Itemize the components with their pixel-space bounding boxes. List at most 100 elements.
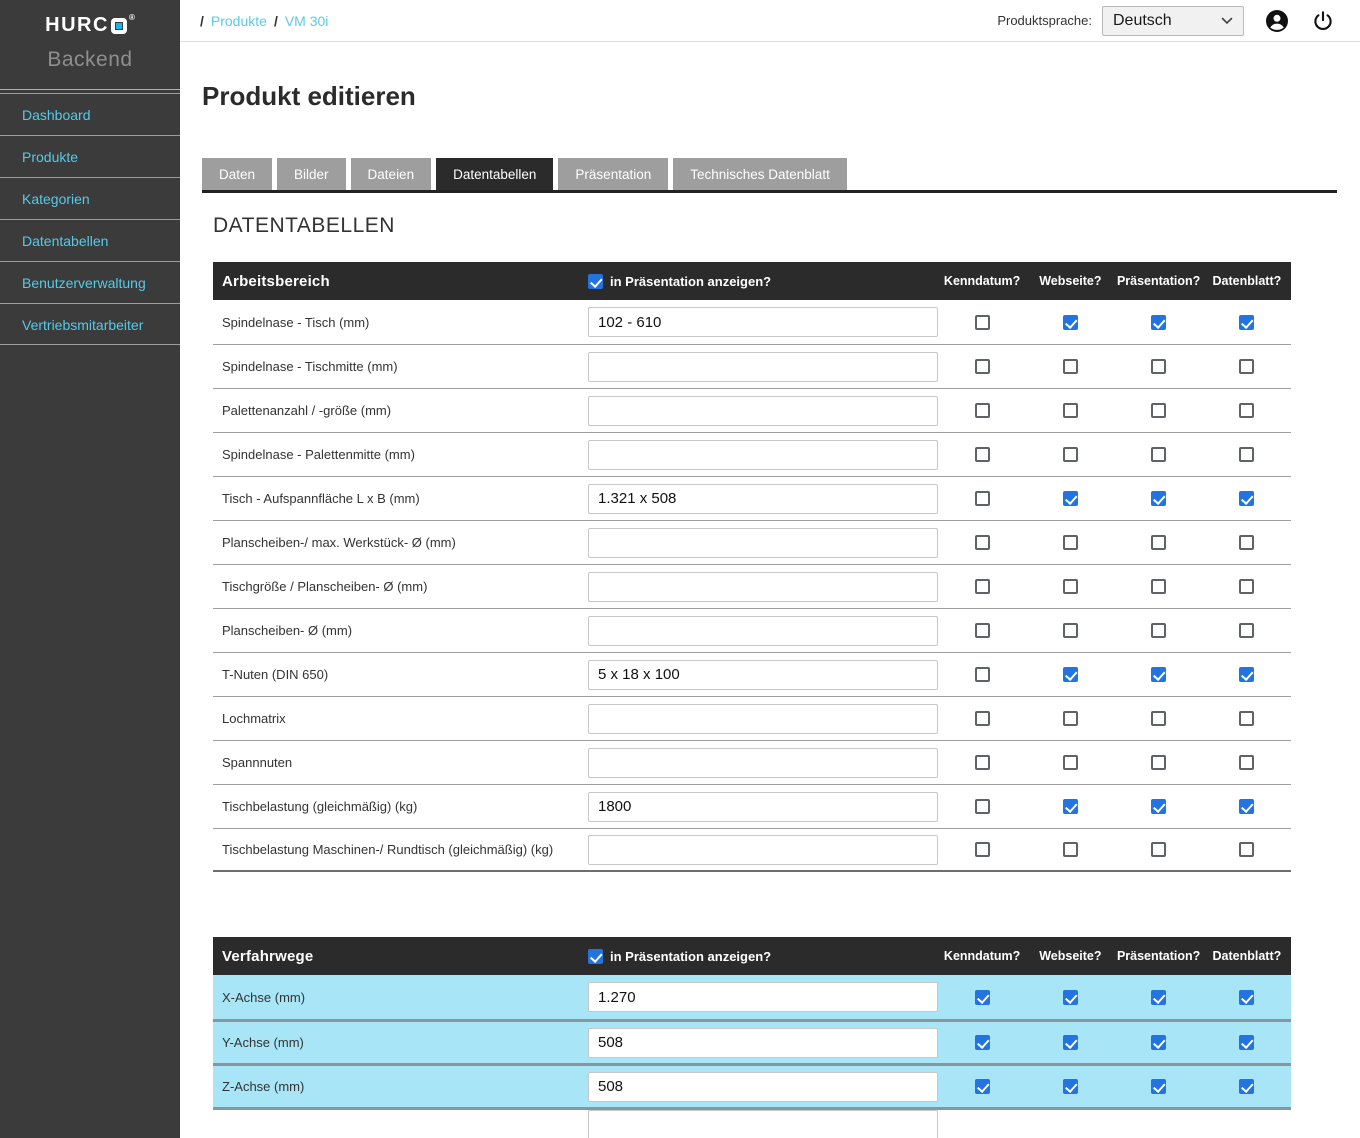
tab-technisches-datenblatt[interactable]: Technisches Datenblatt: [673, 158, 847, 190]
checkbox-kenndatum[interactable]: [974, 491, 990, 506]
value-input[interactable]: [588, 439, 938, 470]
checkbox-kenndatum[interactable]: [974, 842, 990, 857]
value-input[interactable]: [588, 834, 938, 865]
checkbox-webseite[interactable]: [1062, 535, 1078, 550]
checkbox-datenblatt[interactable]: [1239, 359, 1255, 374]
checkbox-webseite[interactable]: [1062, 755, 1078, 770]
checkbox-datenblatt[interactable]: [1239, 755, 1255, 770]
value-input[interactable]: [588, 571, 938, 602]
value-input[interactable]: [588, 395, 938, 426]
checkbox-datenblatt[interactable]: [1239, 799, 1255, 814]
checkbox-webseite[interactable]: [1062, 403, 1078, 418]
checkbox-kenndatum[interactable]: [974, 447, 990, 462]
sidebar-item-vertriebsmitarbeiter[interactable]: Vertriebsmitarbeiter: [0, 303, 180, 345]
checkbox-kenndatum[interactable]: [974, 755, 990, 770]
tab-datentabellen[interactable]: Datentabellen: [436, 158, 554, 190]
checkbox-kenndatum[interactable]: [974, 314, 990, 330]
value-input[interactable]: [588, 483, 938, 514]
checkbox-webseite[interactable]: [1062, 1035, 1078, 1050]
checkbox-datenblatt[interactable]: [1239, 491, 1255, 506]
sidebar-item-produkte[interactable]: Produkte: [0, 135, 180, 177]
checkbox-webseite[interactable]: [1062, 447, 1078, 462]
checkbox-datenblatt[interactable]: [1239, 403, 1255, 418]
value-input[interactable]: [588, 351, 938, 382]
sidebar-item-datentabellen[interactable]: Datentabellen: [0, 219, 180, 261]
checkbox-kenndatum[interactable]: [974, 359, 990, 374]
value-input[interactable]: [588, 527, 938, 558]
value-input[interactable]: [588, 747, 938, 778]
value-input[interactable]: [588, 791, 938, 822]
checkbox-webseite[interactable]: [1062, 667, 1078, 682]
checkbox-praesentation[interactable]: [1151, 842, 1167, 857]
sidebar-item-benutzerverwaltung[interactable]: Benutzerverwaltung: [0, 261, 180, 303]
checkbox-datenblatt[interactable]: [1239, 623, 1255, 638]
checkbox-kenndatum[interactable]: [974, 535, 990, 550]
checkbox-praesentation[interactable]: [1151, 755, 1167, 770]
checkbox-webseite[interactable]: [1062, 799, 1078, 814]
presentation-toggle-checkbox[interactable]: [588, 948, 603, 964]
checkbox-webseite[interactable]: [1062, 579, 1078, 594]
checkbox-kenndatum[interactable]: [974, 799, 990, 814]
checkbox-datenblatt[interactable]: [1239, 842, 1255, 857]
checkbox-kenndatum[interactable]: [974, 579, 990, 594]
sidebar-item-kategorien[interactable]: Kategorien: [0, 177, 180, 219]
checkbox-datenblatt[interactable]: [1239, 711, 1255, 726]
sidebar-item-dashboard[interactable]: Dashboard: [0, 93, 180, 135]
value-input[interactable]: [588, 615, 938, 646]
checkbox-praesentation[interactable]: [1151, 403, 1167, 418]
breadcrumb-link-produkte[interactable]: Produkte: [210, 12, 267, 29]
checkbox-praesentation[interactable]: [1151, 711, 1167, 726]
checkbox-datenblatt[interactable]: [1239, 314, 1255, 330]
checkbox-kenndatum[interactable]: [974, 989, 990, 1005]
checkbox-webseite[interactable]: [1062, 842, 1078, 857]
checkbox-datenblatt[interactable]: [1239, 579, 1255, 594]
checkbox-kenndatum[interactable]: [974, 667, 990, 682]
value-input[interactable]: [588, 1027, 938, 1058]
checkbox-webseite[interactable]: [1062, 359, 1078, 374]
checkbox-kenndatum[interactable]: [974, 623, 990, 638]
user-account-button[interactable]: [1264, 8, 1290, 34]
checkbox-webseite[interactable]: [1062, 711, 1078, 726]
checkbox-praesentation[interactable]: [1151, 799, 1167, 814]
checkbox-praesentation[interactable]: [1151, 491, 1167, 506]
checkbox-webseite[interactable]: [1062, 314, 1078, 330]
checkbox-kenndatum[interactable]: [974, 711, 990, 726]
tab-dateien[interactable]: Dateien: [350, 158, 432, 190]
checkbox-kenndatum[interactable]: [974, 1079, 990, 1094]
checkbox-praesentation[interactable]: [1151, 447, 1167, 462]
checkbox-praesentation[interactable]: [1151, 667, 1167, 682]
language-select[interactable]: Deutsch: [1102, 5, 1244, 36]
checkbox-datenblatt[interactable]: [1239, 447, 1255, 462]
checkbox-datenblatt[interactable]: [1239, 1035, 1255, 1050]
value-input[interactable]: [588, 703, 938, 734]
tab-bilder[interactable]: Bilder: [277, 158, 346, 190]
checkbox-praesentation[interactable]: [1151, 989, 1167, 1005]
checkbox-datenblatt[interactable]: [1239, 989, 1255, 1005]
checkbox-praesentation[interactable]: [1151, 535, 1167, 550]
presentation-toggle-checkbox[interactable]: [588, 273, 603, 289]
checkbox-webseite[interactable]: [1062, 623, 1078, 638]
checkbox-praesentation[interactable]: [1151, 623, 1167, 638]
breadcrumb-link-vm-30i[interactable]: VM 30i: [284, 12, 329, 29]
checkbox-webseite[interactable]: [1062, 491, 1078, 506]
checkbox-webseite[interactable]: [1062, 1079, 1078, 1094]
value-input[interactable]: [588, 659, 938, 690]
checkbox-datenblatt[interactable]: [1239, 667, 1255, 682]
tab-pr-sentation[interactable]: Präsentation: [558, 158, 669, 190]
checkbox-praesentation[interactable]: [1151, 1035, 1167, 1050]
tab-daten[interactable]: Daten: [202, 158, 273, 190]
value-input[interactable]: [588, 307, 938, 337]
checkbox-kenndatum[interactable]: [974, 1035, 990, 1050]
checkbox-datenblatt[interactable]: [1239, 535, 1255, 550]
checkbox-praesentation[interactable]: [1151, 1079, 1167, 1094]
value-input[interactable]: [588, 1110, 938, 1138]
checkbox-praesentation[interactable]: [1151, 359, 1167, 374]
checkbox-webseite[interactable]: [1062, 989, 1078, 1005]
checkbox-praesentation[interactable]: [1151, 579, 1167, 594]
checkbox-kenndatum[interactable]: [974, 403, 990, 418]
checkbox-praesentation[interactable]: [1151, 314, 1167, 330]
checkbox-datenblatt[interactable]: [1239, 1079, 1255, 1094]
value-input[interactable]: [588, 982, 938, 1012]
logout-button[interactable]: [1310, 8, 1336, 34]
value-input[interactable]: [588, 1071, 938, 1102]
